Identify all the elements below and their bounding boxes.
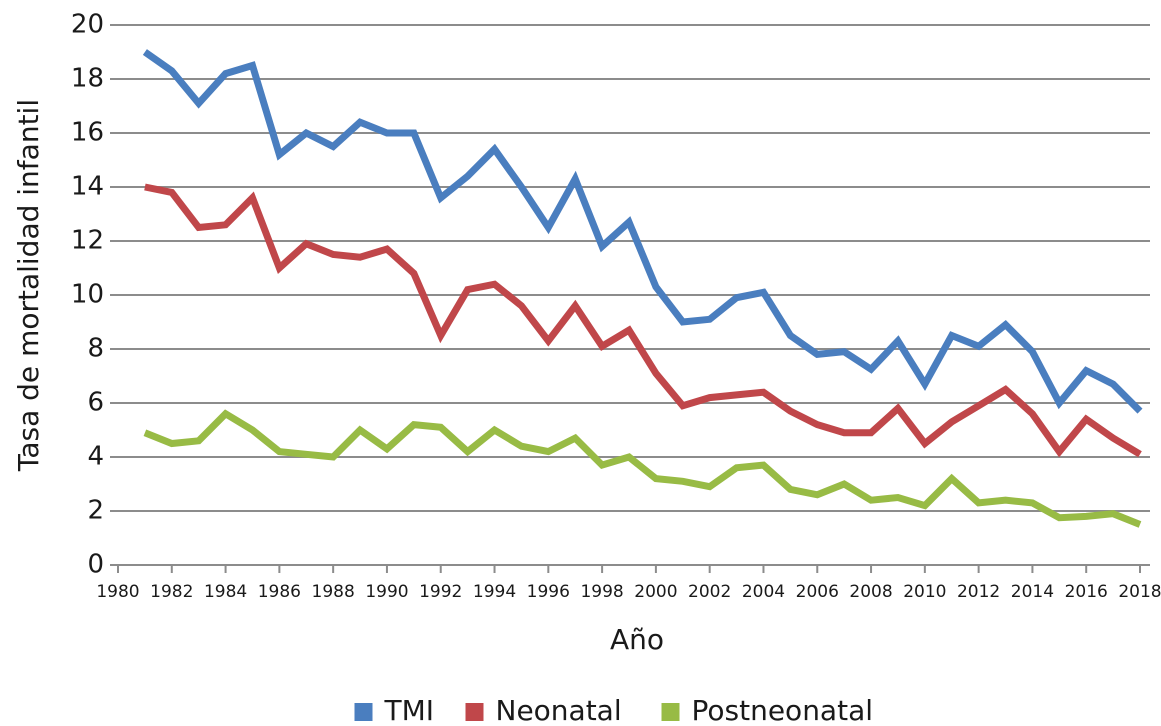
y-tick-label: 18 [71, 64, 104, 94]
x-tick-label: 1984 [204, 582, 247, 602]
x-tick-label: 1982 [150, 582, 193, 602]
x-tick-label: 2016 [1065, 582, 1108, 602]
y-tick-label: 4 [87, 442, 104, 472]
legend-label: Neonatal [496, 694, 622, 726]
x-tick-label: 1998 [580, 582, 623, 602]
y-tick-label: 14 [71, 172, 104, 202]
x-tick-label: 2010 [903, 582, 946, 602]
x-tick-label: 2018 [1118, 582, 1161, 602]
x-tick-label: 1980 [96, 582, 139, 602]
x-tick-label: 1994 [473, 582, 516, 602]
x-tick-label: 2008 [849, 582, 892, 602]
x-tick-label: 1988 [312, 582, 355, 602]
y-tick-label: 2 [87, 496, 104, 526]
x-axis-label: Año [610, 623, 664, 656]
legend-label: TMI [384, 694, 435, 726]
x-tick-label: 2006 [796, 582, 839, 602]
y-tick-label: 6 [87, 388, 104, 418]
y-tick-label: 20 [71, 10, 104, 40]
series-line [143, 409, 1142, 528]
x-tick-label: 2014 [1011, 582, 1054, 602]
x-tick-label: 1990 [365, 582, 408, 602]
y-tick-label: 0 [87, 550, 104, 580]
y-axis-label: Tasa de mortalidad infantil [12, 99, 45, 472]
series-line [142, 49, 1143, 414]
x-tick-label: 2004 [742, 582, 785, 602]
x-tick-label: 2012 [957, 582, 1000, 602]
legend-swatch [661, 703, 680, 721]
x-tick-label: 2002 [688, 582, 731, 602]
y-tick-label: 12 [71, 226, 104, 256]
y-tick-label: 8 [87, 334, 104, 364]
y-tick-label: 16 [71, 118, 104, 148]
legend-swatch [465, 703, 484, 721]
x-tick-label: 1986 [258, 582, 301, 602]
x-tick-label: 1992 [419, 582, 462, 602]
x-tick-label: 1996 [527, 582, 570, 602]
legend-swatch [354, 703, 373, 721]
x-tick-label: 2000 [634, 582, 677, 602]
series-line [144, 183, 1142, 458]
y-tick-label: 10 [71, 280, 104, 310]
legend-label: Postneonatal [692, 694, 874, 726]
